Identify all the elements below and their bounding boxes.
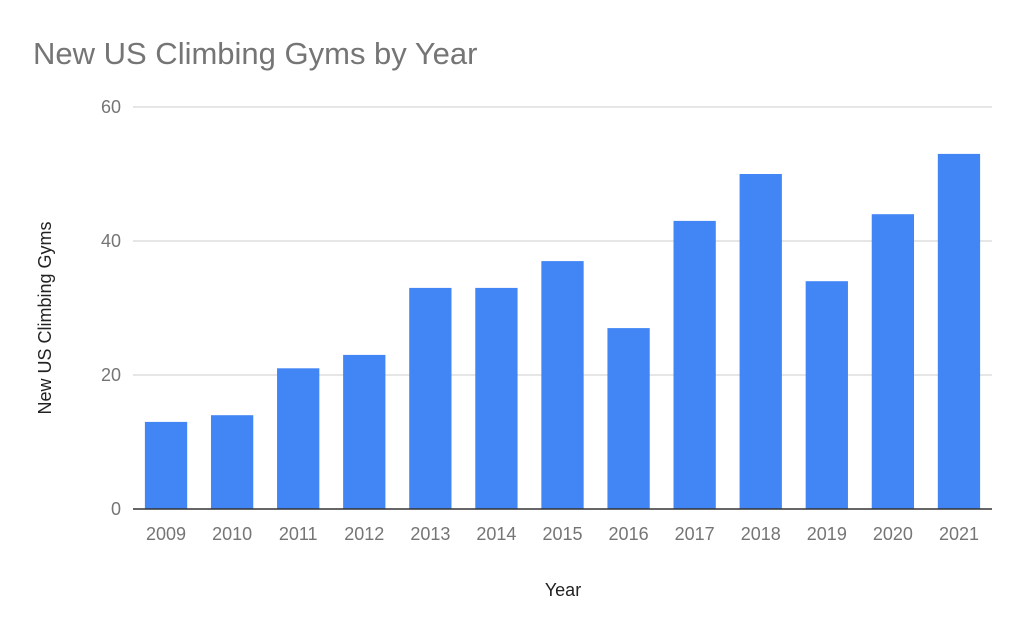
- x-axis-ticks: 2009 2010 2011 2012 2013 2014 2015 2016 2017 2018…: [146, 524, 979, 544]
- bar-2010: [210, 415, 254, 509]
- x-tick-label: 2010: [212, 524, 252, 544]
- x-tick-label: 2018: [741, 524, 781, 544]
- x-tick-label: 2017: [675, 524, 715, 544]
- bar-2021: [937, 153, 981, 509]
- bar-2020: [871, 214, 915, 509]
- y-axis-label: New US Climbing Gyms: [35, 221, 55, 414]
- bar-2014: [475, 287, 518, 509]
- bar-2018: [739, 174, 782, 509]
- x-tick-label: 2021: [939, 524, 979, 544]
- bar-2017: [673, 220, 716, 509]
- y-tick-label: 60: [101, 97, 121, 117]
- x-tick-label: 2009: [146, 524, 186, 544]
- bar-2009: [144, 421, 188, 509]
- x-tick-label: 2014: [476, 524, 516, 544]
- x-tick-label: 2020: [873, 524, 913, 544]
- x-tick-label: 2011: [279, 524, 318, 544]
- x-tick-label: 2016: [609, 524, 649, 544]
- x-axis-label: Year: [545, 580, 581, 600]
- x-tick-label: 2019: [807, 524, 847, 544]
- bar-2015: [541, 261, 584, 509]
- y-tick-label: 20: [101, 365, 121, 385]
- bars: [144, 153, 981, 509]
- bar-2011: [277, 368, 320, 509]
- bar-2019: [805, 281, 848, 509]
- bar-2016: [607, 328, 650, 509]
- bar-2013: [409, 287, 452, 509]
- x-tick-label: 2015: [542, 524, 582, 544]
- bar-2012: [343, 354, 386, 509]
- y-axis-ticks: 0 20 40 60: [101, 97, 121, 519]
- y-tick-label: 40: [101, 231, 121, 251]
- y-tick-label: 0: [111, 499, 121, 519]
- x-tick-label: 2012: [344, 524, 384, 544]
- chart-title: New US Climbing Gyms by Year: [33, 36, 478, 71]
- x-tick-label: 2013: [410, 524, 450, 544]
